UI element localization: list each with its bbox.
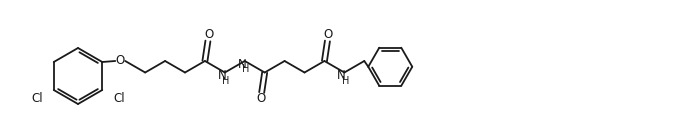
Text: O: O <box>324 29 333 42</box>
Text: Cl: Cl <box>31 91 43 104</box>
Text: N: N <box>218 69 226 82</box>
Text: N: N <box>337 69 345 82</box>
Text: O: O <box>204 29 214 42</box>
Text: O: O <box>116 55 125 67</box>
Text: H: H <box>222 75 230 86</box>
Text: H: H <box>341 75 349 86</box>
Text: N: N <box>237 58 246 71</box>
Text: Cl: Cl <box>113 91 124 104</box>
Text: O: O <box>256 92 265 105</box>
Text: H: H <box>242 64 249 74</box>
